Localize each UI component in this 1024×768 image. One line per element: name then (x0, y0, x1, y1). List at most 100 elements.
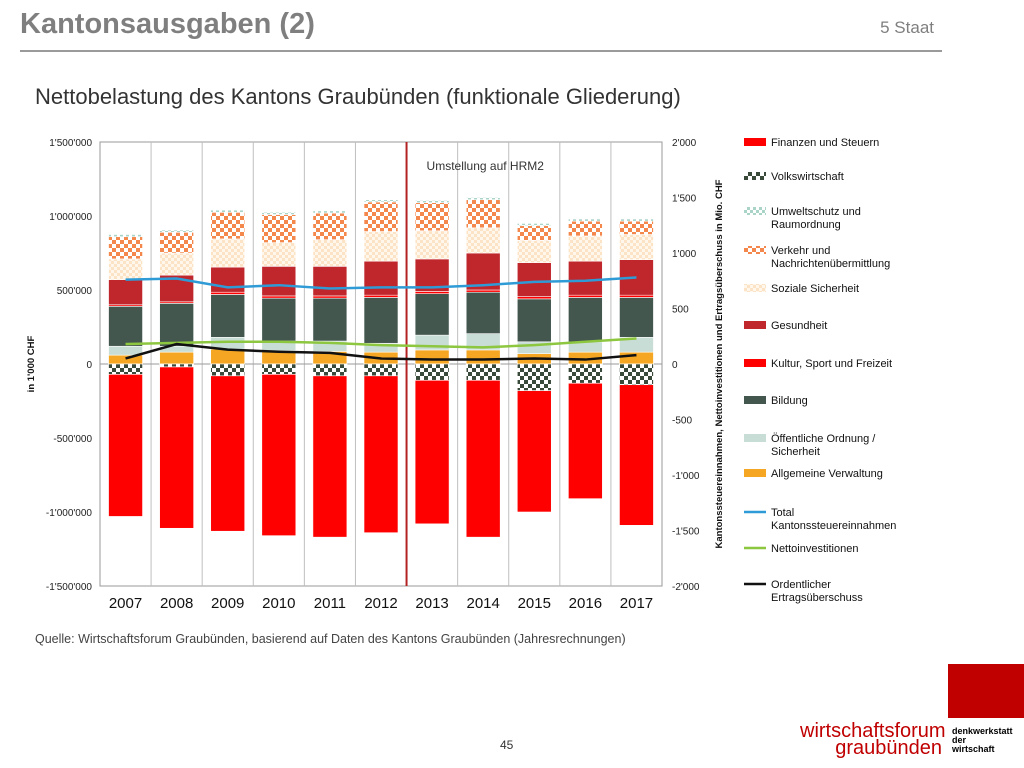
legend-swatch-bildung (744, 396, 766, 404)
bar-kultur-sport-und-freizeit-2011 (312, 295, 348, 299)
title-divider (20, 50, 942, 52)
bar-bildung-2011 (312, 297, 348, 342)
brand-red-block (948, 664, 1024, 718)
legend-swatch-allgemeine-verwaltung (744, 469, 766, 477)
slide-title: Kantonsausgaben (2) (20, 8, 315, 40)
bar-verkehr-und-nachrichten-bermittlung-2014 (465, 199, 501, 229)
legend-label-bildung: Bildung (771, 395, 808, 407)
bar-kultur-sport-und-freizeit-2010 (261, 295, 297, 299)
hrm2-annotation: Umstellung auf HRM2 (427, 159, 545, 173)
bar-finanzen-und-steuern-2009 (210, 375, 246, 532)
x-tick-label-2007: 2007 (109, 595, 142, 612)
bar-allgemeine-verwaltung-2013 (414, 349, 450, 365)
legend-label-ordentlicher-ertrags-berschuss: Ordentlicher Ertragsüberschuss (771, 579, 863, 604)
bar-allgemeine-verwaltung-2014 (465, 349, 501, 365)
legend-swatch-gesundheit (744, 321, 766, 329)
bar-finanzen-und-steuern-2011 (312, 375, 348, 538)
bar-verkehr-und-nachrichten-bermittlung-2013 (414, 202, 450, 232)
bar-kultur-sport-und-freizeit-2015 (516, 296, 552, 300)
bar-verkehr-und-nachrichten-bermittlung-2009 (210, 212, 246, 240)
line-nettoinvestitionen (125, 337, 637, 349)
bar-volkswirtschaft-2015 (516, 363, 552, 391)
x-tick-label-2010: 2010 (262, 595, 295, 612)
bar-bildung-2016 (568, 297, 603, 343)
bar-umweltschutz-und-raumordnung-2008 (159, 229, 194, 233)
bar-verkehr-und-nachrichten-bermittlung-2015 (516, 225, 552, 241)
bar-kultur-sport-und-freizeit-2012 (363, 294, 399, 298)
y2-tick-label: 0 (672, 360, 678, 371)
brand-tagline-1: denkwerkstatt (952, 726, 1013, 736)
source-note: Quelle: Wirtschaftsforum Graubünden, bas… (35, 632, 626, 646)
chart: Umstellung auf HRM2 1'500'000 1'000'000 50… (26, 137, 896, 612)
bar-bildung-2013 (414, 293, 450, 336)
bar-verkehr-und-nachrichten-bermittlung-2007 (108, 236, 143, 260)
y2-tick-label: -2'000 (672, 582, 700, 593)
bar-bildung-2007 (108, 305, 143, 347)
bar-gesundheit-2012 (363, 260, 399, 296)
bar-kultur-sport-und-freizeit-2017 (619, 294, 654, 298)
bar-umweltschutz-und-raumordnung-2007 (108, 234, 143, 238)
bar-allgemeine-verwaltung-2009 (210, 348, 246, 365)
bar-verkehr-und-nachrichten-bermittlung-2017 (619, 220, 654, 235)
bar-volkswirtschaft-2012 (363, 363, 399, 377)
legend-swatch-kultur-sport-und-freizeit (744, 359, 766, 367)
bar-finanzen-und-steuern-2010 (261, 374, 297, 536)
bar-kultur-sport-und-freizeit-2014 (465, 289, 501, 293)
bar-volkswirtschaft-2008 (159, 363, 194, 368)
bar-volkswirtschaft-2016 (568, 363, 603, 384)
bar-umweltschutz-und-raumordnung-2016 (568, 218, 603, 222)
bar-umweltschutz-und-raumordnung-2011 (312, 210, 348, 214)
bar-volkswirtschaft-2013 (414, 363, 450, 381)
x-tick-label-2015: 2015 (518, 595, 551, 612)
bar-umweltschutz-und-raumordnung-2017 (619, 218, 654, 222)
bar-bildung-2014 (465, 291, 501, 334)
bar-gesundheit-2015 (516, 262, 552, 297)
bar-soziale-sicherheit-2009 (210, 238, 246, 268)
y2-tick-label: -500 (672, 416, 692, 427)
bar-bildung-2009 (210, 294, 246, 338)
bar-gesundheit-2010 (261, 266, 297, 297)
bar-verkehr-und-nachrichten-bermittlung-2012 (363, 201, 399, 232)
bar-finanzen-und-steuern-2016 (568, 382, 603, 499)
brand-logo: wirtschaftsforum graubünden (800, 720, 946, 758)
bar-soziale-sicherheit-2010 (261, 242, 297, 267)
y2-tick-label: 2'000 (672, 138, 697, 149)
legend-swatch-finanzen-und-steuern (744, 138, 766, 146)
line-ordentlicher-ertrags-berschuss (125, 342, 637, 361)
legend-swatch-umweltschutz-und-raumordnung (744, 207, 766, 215)
x-tick-label-2012: 2012 (364, 595, 397, 612)
y2-tick-label: -1'500 (672, 527, 700, 538)
x-tick-label-2008: 2008 (160, 595, 193, 612)
legend-label-nettoinvestitionen: Nettoinvestitionen (771, 543, 858, 555)
y2-tick-label: 1'000 (672, 249, 697, 260)
y2-tick-label: 1'500 (672, 194, 697, 205)
x-tick-label-2013: 2013 (415, 595, 448, 612)
bar-allgemeine-verwaltung-2017 (619, 351, 654, 365)
bar-gesundheit-2007 (108, 279, 143, 306)
bar-allgemeine-verwaltung-2007 (108, 354, 143, 365)
y2-tick-label: 500 (672, 305, 689, 316)
bar-soziale-sicherheit-2015 (516, 240, 552, 263)
bar-umweltschutz-und-raumordnung-2010 (261, 212, 297, 215)
bar-verkehr-und-nachrichten-bermittlung-2010 (261, 214, 297, 243)
bar-volkswirtschaft-2014 (465, 363, 501, 381)
legend-label-gesundheit: Gesundheit (771, 320, 827, 332)
bar-gesundheit-2016 (568, 260, 603, 296)
bar-finanzen-und-steuern-2007 (108, 374, 143, 517)
bar-finanzen-und-steuern-2015 (516, 390, 552, 513)
legend-label-finanzen-und-steuern: Finanzen und Steuern (771, 137, 879, 149)
bar-gesundheit-2011 (312, 266, 348, 297)
bar-bildung-2008 (159, 303, 194, 347)
legend-label-allgemeine-verwaltung: Allgemeine Verwaltung (771, 468, 883, 480)
bar-soziale-sicherheit-2014 (465, 227, 501, 254)
legend-label-soziale-sicherheit: Soziale Sicherheit (771, 283, 859, 295)
x-tick-label-2011: 2011 (314, 595, 346, 612)
page-number: 45 (500, 738, 514, 752)
legend-swatch-volkswirtschaft (744, 172, 766, 180)
bar-soziale-sicherheit-2012 (363, 231, 399, 262)
bar-kultur-sport-und-freizeit-2009 (210, 291, 246, 295)
bar-umweltschutz-und-raumordnung-2014 (465, 197, 501, 201)
bar-soziale-sicherheit-2013 (414, 230, 450, 260)
brand-line-1: wirtschaftsforum (800, 720, 946, 742)
legend-swatch-ffentliche-ordnung-sicherheit (744, 434, 766, 442)
